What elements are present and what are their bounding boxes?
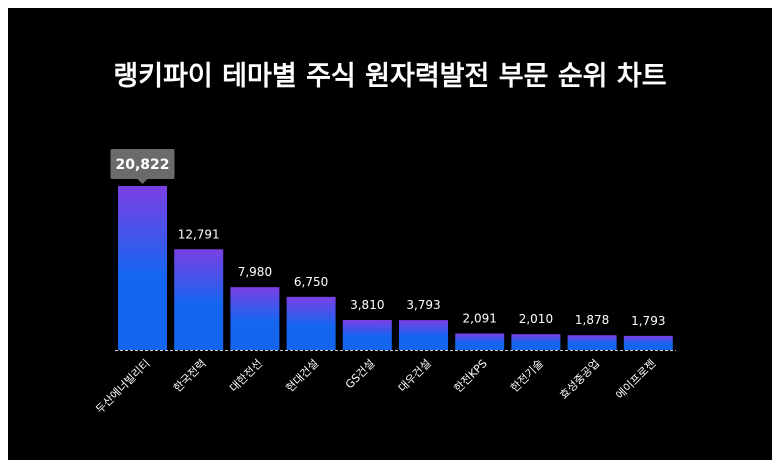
bar-2 <box>230 287 280 350</box>
value-callout-pointer <box>137 179 148 184</box>
value-label-0: 20,822 <box>115 157 169 173</box>
bar-5 <box>399 320 448 350</box>
category-label-6: 한전KPS <box>452 357 490 395</box>
category-label-9: 에이프로젠 <box>613 357 658 402</box>
chart-background: 랭키파이 테마별 주식 원자력발전 부문 순위 차트 20,822 두산에너빌리티… <box>8 8 772 460</box>
category-label-4: GS건설 <box>343 357 377 391</box>
bar-8 <box>567 335 617 350</box>
bar-9 <box>623 335 673 350</box>
value-label-6: 2,091 <box>463 312 497 326</box>
value-callout-box <box>110 149 175 179</box>
category-label-2: 대한전선 <box>227 357 265 395</box>
category-label-8: 효성중공업 <box>557 357 602 402</box>
bar-6 <box>455 333 505 350</box>
category-label-7: 한전기술 <box>508 357 546 395</box>
bar-7 <box>511 334 561 350</box>
bar-0 <box>118 186 167 350</box>
category-label-3: 현대건설 <box>283 357 321 395</box>
value-label-7: 2,010 <box>519 312 553 326</box>
value-label-1: 12,791 <box>178 227 220 241</box>
value-label-8: 1,878 <box>575 313 609 327</box>
bar-3 <box>286 296 336 350</box>
value-label-3: 6,750 <box>294 275 328 289</box>
value-callout: 20,822 <box>110 149 175 184</box>
category-label-1: 한국전력 <box>171 357 209 395</box>
value-label-5: 3,793 <box>406 298 440 312</box>
category-label-5: 대우건설 <box>396 357 434 395</box>
value-label-2: 7,980 <box>238 265 272 279</box>
bar-chart: 20,822 두산에너빌리티 12,791 한국전력 7,980 대한전선 6,750 현대건… <box>93 149 676 416</box>
value-label-4: 3,810 <box>350 298 384 312</box>
value-label-9: 1,793 <box>631 314 665 328</box>
bar-1 <box>174 249 224 350</box>
bar-4 <box>342 319 392 350</box>
chart-title: 랭키파이 테마별 주식 원자력발전 부문 순위 차트 <box>113 61 667 92</box>
category-label-0: 두산에너빌리티 <box>93 357 152 416</box>
bars-group <box>118 186 673 350</box>
